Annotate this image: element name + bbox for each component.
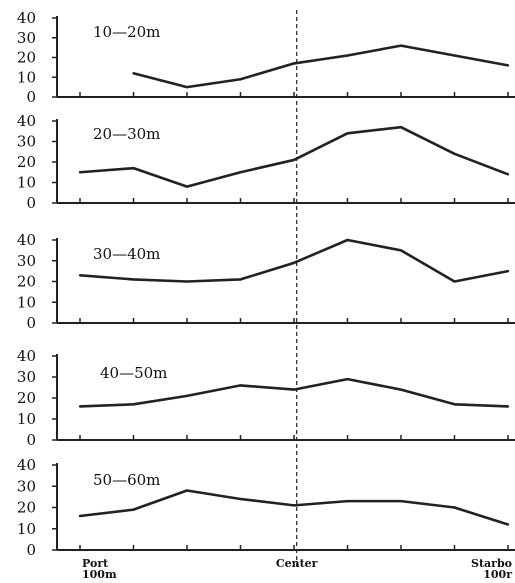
data-point [399,249,403,252]
data-point [239,497,242,501]
data-point [346,238,349,242]
panel-title: 50—60m [93,471,160,489]
y-tick-label: 30 [17,252,36,270]
data-point [506,523,510,526]
y-tick-label: 20 [17,153,36,171]
y-tick-label: 0 [26,314,36,332]
y-tick-label: 0 [26,541,36,559]
data-point [292,158,296,162]
y-tick-label: 10 [17,174,36,192]
x-axis-label: Center [276,557,318,570]
data-point [399,125,403,129]
data-point [78,171,82,174]
data-point [346,377,349,381]
y-tick-label: 10 [17,68,36,86]
panel-title: 10—20m [93,23,160,41]
data-point [453,506,456,509]
data-point [78,514,82,518]
y-tick-label: 40 [17,231,36,249]
data-point [399,388,403,391]
y-tick-label: 10 [17,293,36,311]
y-tick-label: 30 [17,29,36,47]
data-point [453,152,456,155]
data-point [78,405,82,408]
data-point [506,269,510,273]
panel-title: 40—50m [100,364,167,382]
data-point [239,78,242,81]
y-tick-label: 20 [17,499,36,517]
y-tick-label: 30 [17,133,36,151]
data-point [132,403,135,406]
x-axis-label: 100r [483,568,512,581]
data-point [346,132,349,135]
data-point [506,64,510,67]
data-point [239,384,242,387]
data-point [453,280,456,283]
data-point [185,85,189,89]
data-point [132,508,135,511]
series-line [79,377,509,408]
x-axis-label: 100m [82,568,117,581]
x-axis-label: Starbo [471,557,512,570]
data-point [292,504,296,507]
y-tick-label: 20 [17,273,36,291]
data-point [346,499,349,503]
data-point [132,166,135,170]
y-tick-label: 20 [17,389,36,407]
series-line [79,489,509,526]
data-point [506,173,510,176]
data-point [292,62,296,65]
y-tick-label: 40 [17,456,36,474]
y-tick-label: 10 [17,520,36,538]
y-tick-label: 20 [17,49,36,67]
data-point [239,278,242,281]
data-point [239,171,242,174]
series-line [133,44,509,89]
data-point [132,278,135,281]
x-axis-label: Port [82,557,109,570]
y-tick-label: 10 [17,410,36,428]
data-point [185,280,189,283]
data-point [185,489,189,492]
data-point [453,403,456,406]
y-tick-label: 0 [26,431,36,449]
y-tick-label: 40 [17,112,36,130]
y-tick-label: 0 [26,88,36,106]
data-point [346,54,349,57]
data-point [292,388,296,391]
data-point [292,261,296,265]
data-point [78,274,82,277]
data-point [185,185,189,188]
y-tick-label: 40 [17,347,36,365]
y-tick-label: 30 [17,477,36,495]
y-tick-label: 30 [17,368,36,386]
panel-title: 20—30m [93,125,160,143]
data-point [506,405,510,408]
panel-title: 30—40m [93,245,160,263]
data-point [399,499,403,503]
data-point [453,54,456,57]
data-point [185,394,189,398]
y-tick-label: 0 [26,194,36,212]
data-point [399,44,403,47]
data-point [132,72,135,75]
y-tick-label: 40 [17,9,36,27]
